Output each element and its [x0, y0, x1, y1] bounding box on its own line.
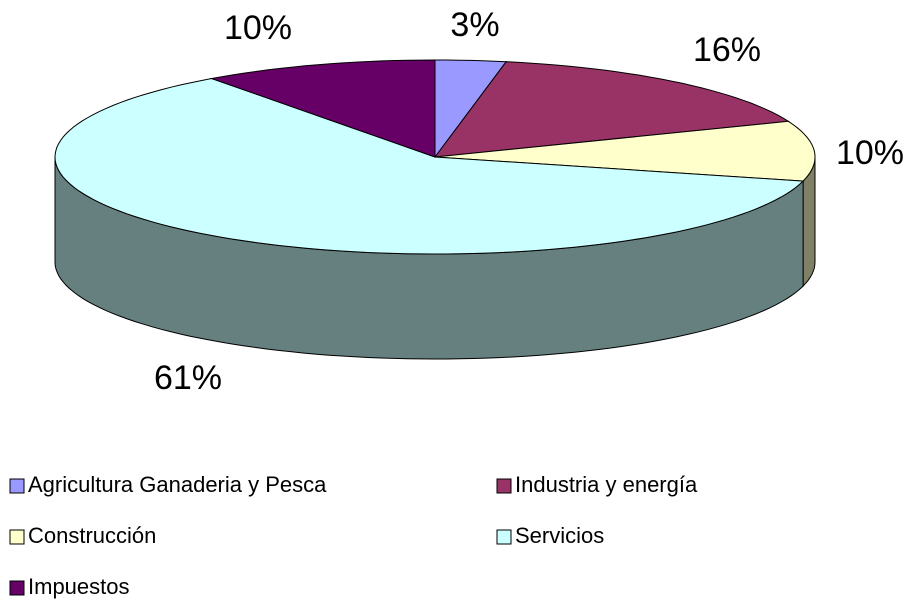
legend-label: Agricultura Ganaderia y Pesca: [28, 472, 327, 497]
data-label: 61%: [154, 359, 222, 397]
slice: [209, 59, 436, 158]
legend-label: Impuestos: [28, 574, 130, 599]
legend-swatch: [9, 478, 25, 494]
legend-swatch: [496, 529, 512, 545]
data-label: 3%: [450, 6, 499, 44]
slice: [54, 77, 805, 255]
legend-label: Servicios: [515, 523, 604, 548]
legend-swatch: [9, 529, 25, 545]
legend-label: Industria y energía: [515, 472, 698, 497]
data-label: 10%: [224, 9, 292, 47]
data-label: 10%: [836, 134, 904, 172]
slice: [434, 120, 816, 182]
legend-label: Construcción: [28, 523, 156, 548]
data-label: 16%: [693, 31, 761, 69]
legend-swatch: [9, 580, 25, 596]
slice: [433, 61, 790, 158]
legend-swatch: [496, 478, 512, 494]
